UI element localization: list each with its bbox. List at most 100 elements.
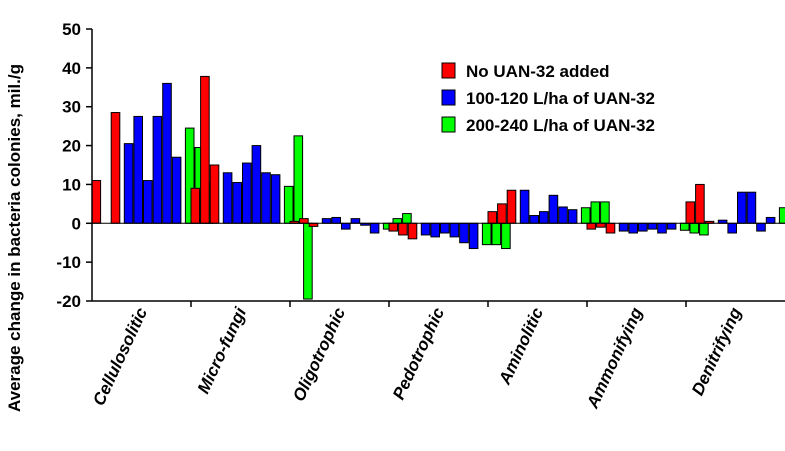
- bar: [341, 222, 351, 230]
- bar: [580, 207, 591, 224]
- bar: [242, 162, 252, 224]
- bar: [398, 222, 408, 236]
- bar: [638, 222, 648, 232]
- bar: [727, 222, 738, 234]
- bar: [350, 218, 361, 224]
- y-tick-label: 30: [62, 98, 81, 117]
- bar: [270, 174, 281, 224]
- bar: [91, 180, 102, 224]
- bar: [143, 180, 153, 224]
- bars-group: [91, 75, 785, 300]
- bar: [539, 211, 549, 224]
- bar: [737, 191, 747, 224]
- bar: [746, 191, 757, 224]
- bar: [420, 222, 431, 236]
- bar: [567, 209, 578, 224]
- bar: [600, 201, 610, 224]
- y-tick-label: 0: [72, 214, 81, 233]
- bar: [765, 216, 776, 224]
- bar: [558, 206, 568, 224]
- category-label: Denitrifying: [688, 304, 745, 398]
- bar: [133, 115, 143, 224]
- y-tick-label: 10: [62, 175, 81, 194]
- category-label: Ammonifying: [583, 304, 647, 412]
- bar: [459, 222, 469, 244]
- bar: [501, 222, 511, 250]
- legend-label: No UAN-32 added: [466, 62, 610, 81]
- category-label: Pedotrophic: [389, 304, 448, 402]
- legend-label: 200-240 L/ha of UAN-32: [466, 116, 655, 135]
- bar: [440, 222, 450, 234]
- bar: [468, 222, 479, 250]
- bar: [162, 82, 172, 224]
- legend-label: 100-120 L/ha of UAN-32: [466, 89, 655, 108]
- legend-swatch: [441, 89, 456, 106]
- bar: [110, 112, 121, 224]
- bar: [695, 183, 705, 224]
- bar: [529, 215, 540, 224]
- bar: [331, 216, 341, 224]
- bar: [666, 222, 677, 230]
- bar: [430, 222, 440, 238]
- bar: [647, 222, 658, 230]
- bar: [388, 222, 399, 232]
- bar: [778, 207, 785, 224]
- bar: [209, 164, 220, 224]
- bar: [657, 222, 667, 234]
- bar: [679, 222, 690, 231]
- bar: [321, 218, 332, 224]
- y-tick-label: 50: [62, 20, 81, 39]
- bar: [251, 145, 262, 224]
- bar: [756, 222, 766, 232]
- y-tick-label: -10: [56, 253, 81, 272]
- bar: [232, 181, 242, 224]
- bar: [481, 222, 492, 246]
- bar: [152, 115, 163, 224]
- bar: [689, 222, 700, 234]
- bar: [506, 189, 517, 224]
- legend: No UAN-32 added 100-120 L/ha of UAN-32 200…: [441, 62, 655, 135]
- category-label: Cellulosolitic: [89, 304, 151, 408]
- bar: [449, 222, 460, 238]
- bar: [407, 222, 418, 240]
- y-axis-title: Average change in bacteria colonies, mil…: [5, 64, 24, 412]
- y-tick-label: 20: [62, 137, 81, 156]
- bar: [261, 172, 271, 224]
- y-tick-label: 40: [62, 59, 81, 78]
- bar: [605, 222, 616, 234]
- y-ticks-group: -20 -10 0 10 20 30 40 50: [56, 20, 92, 311]
- bar: [222, 172, 233, 224]
- bar: [402, 213, 412, 224]
- bar: [293, 135, 304, 224]
- bar: [190, 187, 201, 224]
- bar: [590, 201, 601, 224]
- bar: [586, 222, 597, 230]
- bar: [123, 143, 134, 224]
- bar: [487, 211, 498, 224]
- x-ticks-group: [190, 301, 687, 307]
- bar: [548, 194, 559, 224]
- category-label: Oligotrophic: [289, 304, 349, 404]
- bar: [519, 189, 530, 224]
- bar: [596, 222, 606, 228]
- bar: [171, 156, 182, 224]
- bar: [392, 218, 403, 224]
- category-labels-group: Cellulosolitic Micro-fungi Oligotrophic Ped…: [89, 304, 745, 413]
- bar: [685, 201, 696, 224]
- legend-swatch: [441, 116, 456, 133]
- legend-swatch: [441, 62, 456, 79]
- y-tick-label: -20: [56, 292, 81, 311]
- bar: [369, 222, 380, 234]
- category-label: Aminolitic: [495, 304, 548, 388]
- bar: [497, 203, 507, 224]
- bar: [200, 75, 210, 224]
- bar: [299, 218, 309, 224]
- bar: [618, 222, 629, 232]
- bar: [491, 222, 502, 246]
- bar: [283, 185, 294, 224]
- bar: [628, 222, 639, 234]
- category-label: Micro-fungi: [194, 304, 251, 397]
- bar: [303, 222, 313, 300]
- bar: [699, 222, 709, 236]
